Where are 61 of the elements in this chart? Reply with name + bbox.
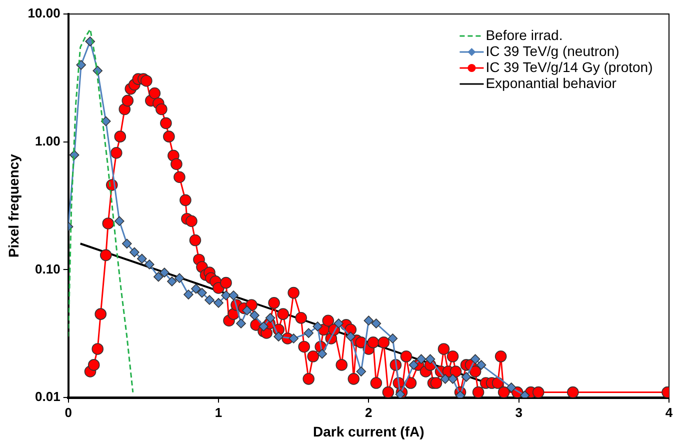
point — [312, 322, 323, 332]
x-tick-label: 1 — [214, 404, 222, 420]
point — [184, 290, 194, 300]
point — [425, 354, 436, 364]
x-tick-label: 0 — [64, 404, 72, 420]
point — [520, 390, 530, 398]
y-axis-title: Pixel frequency — [5, 154, 22, 258]
x-tick-label: 3 — [515, 404, 522, 420]
point — [440, 374, 450, 384]
point — [114, 216, 124, 226]
point — [214, 298, 224, 308]
point — [250, 310, 260, 320]
point — [191, 284, 201, 294]
point — [167, 276, 177, 286]
point — [265, 313, 276, 323]
legend-label: IC 39 TeV/g/14 Gy (proton) — [486, 58, 653, 75]
point — [356, 366, 366, 376]
point — [154, 272, 164, 282]
y-tick-label: 10.00 — [28, 6, 60, 21]
point — [470, 354, 480, 364]
point — [130, 247, 140, 258]
y-tick-label: 0.01 — [35, 389, 60, 404]
point — [388, 334, 398, 344]
point — [258, 322, 268, 332]
point — [122, 238, 132, 249]
point — [506, 382, 516, 392]
point — [288, 334, 298, 344]
point — [274, 332, 284, 342]
point — [461, 372, 472, 382]
legend-label: Exponantial behavior — [486, 74, 617, 91]
y-tick-label: 1.00 — [35, 133, 60, 148]
point — [204, 295, 214, 305]
point — [160, 268, 170, 278]
point — [197, 288, 207, 298]
point — [144, 260, 154, 270]
x-tick-label: 2 — [365, 404, 372, 420]
y-tick-label: 0.10 — [35, 261, 60, 276]
point — [317, 348, 328, 359]
point — [236, 318, 246, 328]
point — [371, 318, 382, 328]
point — [242, 306, 252, 316]
point — [455, 390, 466, 398]
point — [448, 374, 458, 384]
point — [476, 360, 486, 370]
point — [395, 389, 406, 398]
point — [221, 290, 231, 300]
legend-label: IC 39 TeV/g (neutron) — [486, 42, 620, 59]
point — [416, 354, 426, 364]
point — [346, 332, 356, 342]
point — [304, 328, 314, 338]
point — [364, 316, 374, 326]
x-axis-title: Dark current (fA) — [313, 423, 424, 440]
point — [137, 254, 147, 264]
point — [408, 360, 419, 370]
legend-label: Before irrad. — [486, 26, 563, 43]
point — [228, 290, 238, 300]
point — [334, 318, 344, 328]
point — [174, 273, 184, 284]
line-series — [68, 28, 134, 394]
x-tick-label: 4 — [665, 404, 674, 420]
point — [100, 116, 111, 126]
